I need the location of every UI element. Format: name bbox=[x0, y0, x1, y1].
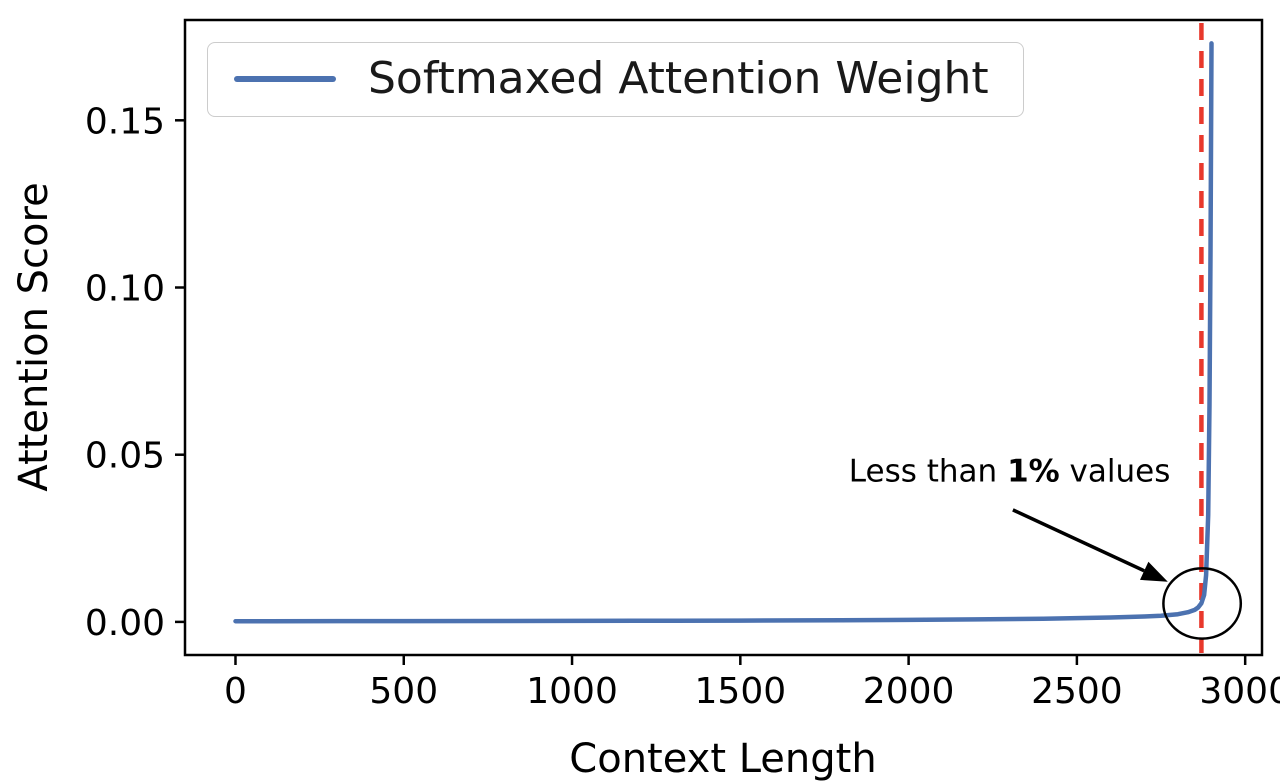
legend-label: Softmaxed Attention Weight bbox=[368, 53, 989, 104]
x-tick-label: 1000 bbox=[526, 671, 618, 712]
plot-border bbox=[183, 18, 1264, 657]
y-tick-label: 0.00 bbox=[85, 603, 165, 644]
x-tick-label: 2500 bbox=[1031, 671, 1123, 712]
x-axis-label: Context Length bbox=[569, 736, 877, 782]
annotation-arrowhead bbox=[1140, 561, 1168, 582]
attention-line bbox=[233, 41, 1214, 624]
annotation-circle bbox=[1162, 567, 1243, 640]
x-tick-label: 1500 bbox=[695, 671, 787, 712]
y-axis-label: Attention Score bbox=[11, 182, 57, 492]
y-tick-label: 0.15 bbox=[85, 101, 165, 142]
legend-line-sample bbox=[234, 75, 336, 82]
annotation-arrow bbox=[1012, 508, 1145, 573]
x-tick-label: 3000 bbox=[1199, 671, 1280, 712]
annotation-text: Less than 1% values bbox=[849, 454, 1171, 490]
legend: Softmaxed Attention Weight bbox=[207, 42, 1024, 117]
y-tick-label: 0.05 bbox=[85, 436, 165, 477]
y-tick-label: 0.10 bbox=[85, 269, 165, 310]
x-tick-label: 2000 bbox=[863, 671, 955, 712]
x-tick-label: 0 bbox=[224, 671, 247, 712]
x-tick-label: 500 bbox=[369, 671, 438, 712]
